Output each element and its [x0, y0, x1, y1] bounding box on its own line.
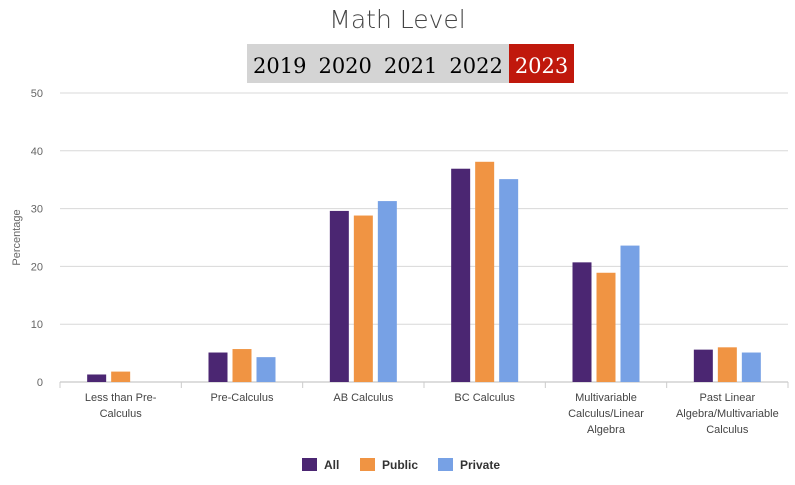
x-category-label: Multivariable [575, 392, 637, 404]
chart-title: Math Level [329, 5, 466, 34]
year-tab-2021[interactable]: 2021 [383, 54, 438, 78]
x-category-label: Algebra/Multivariable [676, 408, 779, 420]
x-category-label: Calculus [100, 408, 143, 420]
y-tick-label: 40 [31, 146, 43, 158]
x-category-label: Calculus [706, 424, 749, 436]
x-category-label: Past Linear [700, 392, 756, 404]
bar-public [596, 272, 616, 382]
bar-all [87, 374, 107, 382]
bar-public [353, 215, 373, 382]
bar-all [208, 352, 228, 382]
year-tab-2020[interactable]: 2020 [318, 54, 372, 78]
year-selector: 2019 2020 2021 2022 2023 [247, 44, 575, 83]
x-category-label: BC Calculus [454, 392, 515, 404]
x-category-label: Algebra [587, 424, 626, 436]
bar-all [693, 349, 713, 382]
x-category-label: Less than Pre- [85, 392, 157, 404]
bar-private [377, 201, 397, 382]
bar-private [741, 352, 761, 382]
legend-label-all: All [324, 458, 339, 472]
year-tab-2022[interactable]: 2022 [449, 54, 503, 78]
bar-all [572, 262, 592, 382]
year-tab-2023[interactable]: 2023 [508, 44, 575, 83]
bar-public [475, 161, 495, 382]
legend-swatch-private [438, 458, 453, 471]
bar-private [620, 245, 640, 382]
legend-swatch-all [302, 458, 317, 471]
year-tab-2019[interactable]: 2019 [253, 54, 307, 78]
y-axis-title: Percentage [11, 209, 23, 265]
legend-swatch-public [360, 458, 375, 471]
bar-private [256, 357, 276, 382]
legend-label-private: Private [460, 458, 500, 472]
x-category-label: Pre-Calculus [211, 392, 274, 404]
y-tick-label: 20 [31, 261, 43, 273]
y-tick-label: 10 [31, 319, 43, 331]
y-tick-label: 50 [31, 88, 43, 100]
legend-label-public: Public [382, 458, 418, 472]
bar-public [111, 371, 131, 382]
y-tick-label: 30 [31, 204, 43, 216]
bar-public [232, 349, 252, 382]
bar-private [499, 179, 519, 382]
bar-all [451, 168, 471, 382]
bar-all [329, 210, 349, 382]
bar-public [717, 347, 737, 382]
x-category-label: Calculus/Linear [568, 408, 644, 420]
y-tick-label: 0 [37, 377, 43, 389]
x-category-label: AB Calculus [333, 392, 393, 404]
